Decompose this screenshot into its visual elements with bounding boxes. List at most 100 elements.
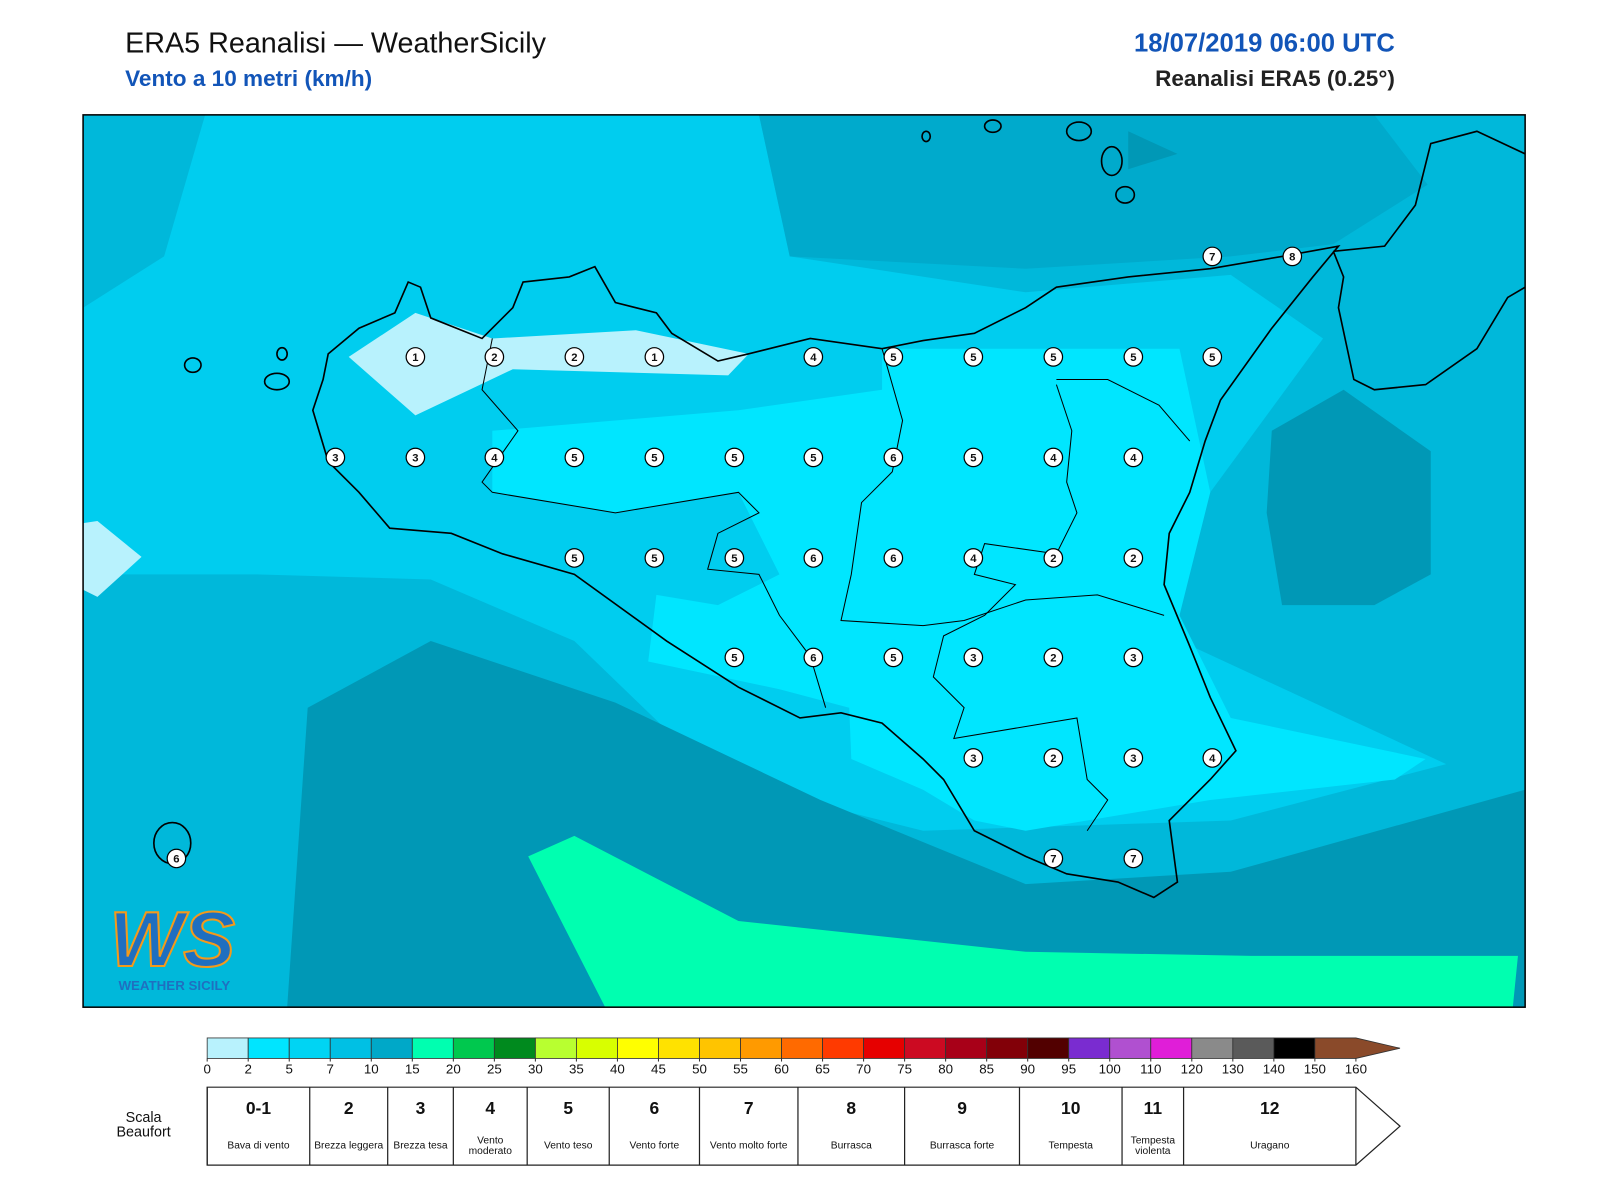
station-marker (1282, 246, 1303, 267)
colorbar-segment (781, 1037, 823, 1059)
colorbar-tick-label: 0 (203, 1061, 210, 1076)
stations: 1 2 2 1 4 5 5 5 5 5 3 3 4 5 5 5 5 6 5 4 4 5 5 5 6 6 4 2 2 5 6 5 3 2 3 3 2 3 4 7… (166, 246, 1303, 869)
beaufort-number: 8 (846, 1098, 857, 1118)
station-value: 2 (571, 352, 577, 364)
station-marker (883, 447, 904, 468)
colorbar-segment (288, 1037, 331, 1059)
station-marker (963, 647, 984, 668)
island (1115, 185, 1136, 204)
station-value: 2 (491, 352, 497, 364)
island (276, 346, 288, 361)
station-value: 6 (890, 553, 896, 565)
station-marker (484, 347, 505, 367)
beaufort-number: 7 (743, 1098, 754, 1118)
beaufort-description: Bava di vento (227, 1140, 290, 1152)
station-value: 3 (1130, 753, 1136, 765)
beaufort-number: 2 (343, 1098, 354, 1118)
province-border (481, 338, 827, 708)
station-value: 4 (810, 352, 817, 364)
colorbar-segment (658, 1037, 700, 1059)
beaufort-number: 5 (563, 1098, 574, 1118)
colorbar-segment (986, 1037, 1029, 1059)
station-value: 5 (571, 452, 577, 464)
colorbar-tick-label: 140 (1263, 1061, 1285, 1076)
colorbar-segment (904, 1037, 947, 1059)
logo-mark: WS (110, 895, 236, 983)
station-value: 2 (1050, 553, 1056, 565)
station-value: 6 (810, 652, 816, 664)
station-value: 2 (1050, 652, 1056, 664)
beaufort-number: 12 (1260, 1098, 1280, 1118)
colorbar-tick-label: 10 (364, 1061, 379, 1076)
colorbar-segment (1191, 1037, 1234, 1059)
colorbar-tick-label: 95 (1061, 1061, 1076, 1076)
title: ERA5 Reanalisi — WeatherSicily (125, 26, 546, 59)
station-value: 4 (970, 553, 977, 565)
subtitle: Vento a 10 metri (km/h) (125, 65, 373, 92)
sicily-coast (311, 244, 1341, 899)
station-marker (803, 347, 824, 367)
station-marker (1202, 246, 1223, 267)
beaufort-number: 11 (1143, 1098, 1163, 1118)
beaufort-number: 9 (957, 1098, 967, 1118)
beaufort-number: 10 (1061, 1098, 1081, 1118)
colorbar-segment (945, 1037, 988, 1059)
station-marker (1043, 748, 1064, 768)
colorbar-segment (329, 1037, 372, 1059)
station-value: 5 (890, 352, 896, 364)
station-value: 1 (412, 352, 418, 364)
island (921, 130, 932, 143)
island (1065, 121, 1093, 142)
beaufort-description: Tempesta violenta (1130, 1135, 1176, 1157)
station-value: 3 (1130, 652, 1136, 664)
colorbar-tick-label: 55 (733, 1061, 748, 1076)
island (183, 357, 202, 374)
station-marker (325, 447, 346, 468)
beaufort-description: Vento moderato (468, 1135, 512, 1157)
field-15-20 (528, 835, 1518, 1008)
colorbar-tick-label: 100 (1099, 1061, 1121, 1076)
colorbar-segment (1027, 1037, 1070, 1059)
colorbar-segment (1109, 1037, 1152, 1059)
station-marker (484, 447, 505, 468)
logo-name: WEATHER SICILY (118, 978, 230, 993)
beaufort-table (206, 1086, 1401, 1166)
station-marker (1043, 647, 1064, 668)
station-marker (883, 647, 904, 668)
beaufort-description: Uragano (1250, 1140, 1290, 1152)
station-value: 4 (491, 452, 498, 464)
colorbar-segment (822, 1037, 864, 1059)
station-marker (644, 347, 665, 367)
station-value: 5 (970, 352, 976, 364)
station-value: 5 (890, 652, 896, 664)
colorbar-segment (534, 1037, 577, 1059)
station-marker (963, 347, 984, 367)
station-marker (1043, 347, 1064, 367)
logo: WS WEATHER SICILY (109, 894, 237, 993)
station-value: 6 (810, 553, 816, 565)
station-marker (724, 647, 745, 668)
station-value: 5 (571, 553, 577, 565)
station-marker (1123, 548, 1144, 568)
station-marker (1123, 347, 1144, 367)
colorbar-tick-label: 65 (815, 1061, 830, 1076)
station-marker (963, 447, 984, 468)
station-value: 5 (1050, 352, 1056, 364)
station-value: 4 (1130, 452, 1137, 464)
colorbar-segment (1150, 1037, 1193, 1059)
station-value: 4 (1209, 753, 1216, 765)
station-value: 5 (810, 452, 816, 464)
station-value: 3 (970, 652, 976, 664)
colorbar-tick-label: 110 (1140, 1061, 1161, 1076)
beaufort-description: Vento teso (543, 1140, 593, 1152)
station-value: 3 (412, 452, 418, 464)
station-marker (963, 748, 984, 768)
colorbar-tick-label: 75 (897, 1061, 912, 1076)
colorbar-tick-label: 30 (528, 1061, 543, 1076)
station-marker (644, 447, 665, 468)
station-marker (724, 548, 745, 568)
colorbar-tick-label: 60 (774, 1061, 789, 1076)
colorbar-segment (452, 1037, 495, 1059)
station-value: 5 (731, 452, 737, 464)
